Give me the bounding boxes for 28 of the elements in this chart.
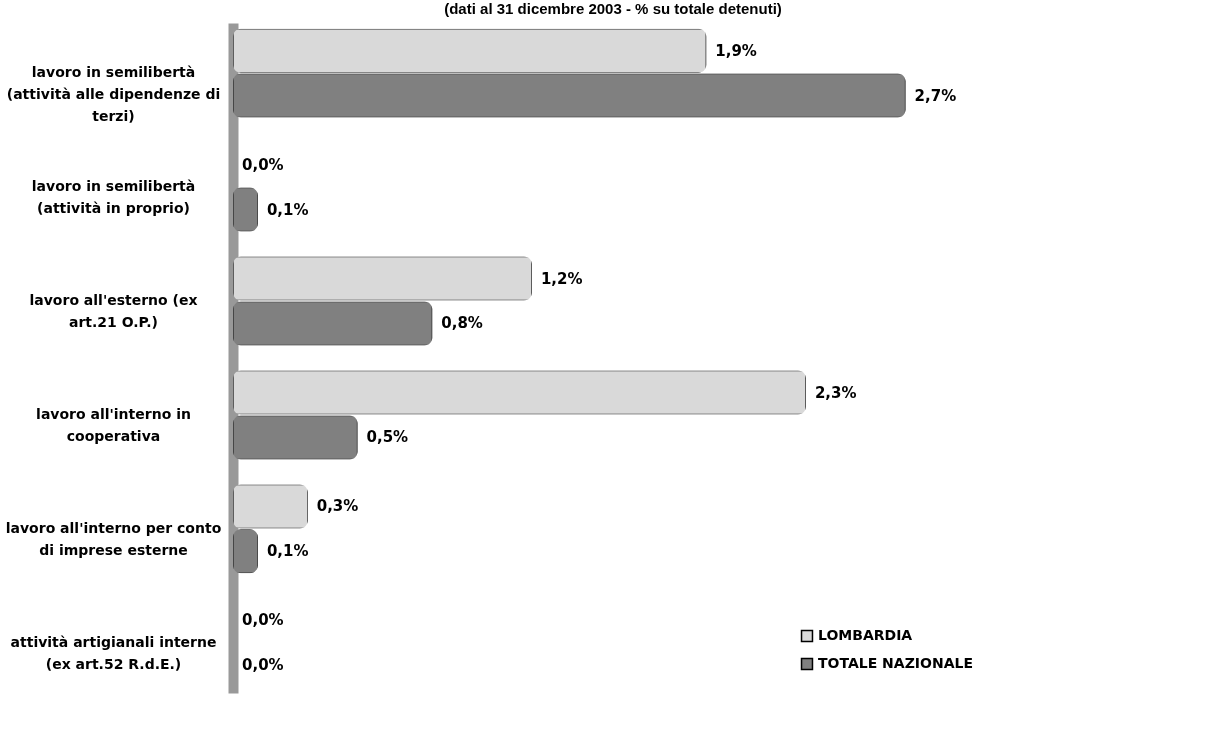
data-label: 0,8% <box>441 314 483 333</box>
bar <box>233 370 806 415</box>
y-tick-label: lavoro all'esterno (ex art.21 O.P.) <box>29 292 198 331</box>
bar <box>233 415 358 460</box>
y-tick-label: attività artigianali interne (ex art.52 R.d.E.) <box>10 633 217 672</box>
legend-label: TOTALE NAZIONALE <box>818 655 973 671</box>
bar <box>233 301 433 346</box>
y-tick-label: lavoro in semilibertà (attività alle dipendenze di terzi) <box>6 64 221 125</box>
bar <box>233 73 906 118</box>
data-label: 0,5% <box>366 428 409 447</box>
data-label: 1,9% <box>715 41 757 60</box>
y-tick-label: lavoro all'interno per conto di imprese esterne <box>5 519 222 558</box>
data-label: 0,1% <box>266 542 309 561</box>
bar <box>233 28 707 73</box>
y-tick-label: lavoro in semilibertà (attività in proprio) <box>31 178 196 217</box>
bar <box>233 256 532 301</box>
data-label: 1,2% <box>540 269 583 288</box>
data-label: 2,7% <box>914 86 957 105</box>
data-label: 2,3% <box>814 383 857 402</box>
legend-label: LOMBARDIA <box>818 627 913 643</box>
y-tick-label: lavoro all'interno in cooperativa <box>36 405 191 444</box>
data-label: 0,0% <box>242 155 284 174</box>
bar <box>233 484 308 529</box>
data-label: 0,3% <box>316 497 359 516</box>
chart-title: (dati al 31 dicembre 2003 - % su totale detenuti) <box>444 0 782 17</box>
data-label: 0,0% <box>242 611 284 630</box>
data-label: 0,0% <box>242 656 284 675</box>
data-label: 0,1% <box>266 200 309 219</box>
